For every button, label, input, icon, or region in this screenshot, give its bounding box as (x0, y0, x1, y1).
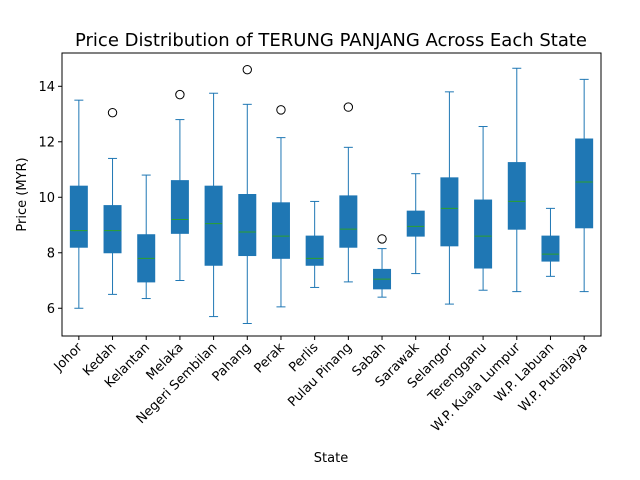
box-iqr (69, 185, 88, 248)
y-tick-label: 14 (38, 80, 55, 95)
box-group-5 (238, 64, 257, 325)
y-tick-label: 12 (38, 135, 55, 150)
plot-area (69, 64, 594, 325)
box-group-6 (271, 105, 290, 308)
flier-point (276, 105, 286, 115)
box-iqr (507, 162, 526, 230)
box-group-2 (137, 174, 156, 300)
box-iqr (575, 138, 594, 229)
flier-point (377, 234, 387, 244)
box-iqr (474, 199, 493, 269)
box-iqr (204, 185, 223, 266)
box-group-8 (339, 102, 358, 283)
box-group-3 (170, 89, 189, 282)
box-group-12 (474, 126, 493, 291)
box-group-13 (507, 67, 526, 293)
y-tick-label: 6 (47, 302, 55, 317)
y-axis-label: Price (MYR) (15, 157, 30, 231)
box-group-10 (406, 173, 425, 275)
y-tick-label: 8 (47, 246, 55, 261)
box-group-14 (541, 207, 560, 277)
box-iqr (440, 177, 459, 247)
axes-frame (61, 52, 602, 337)
box-group-0 (69, 99, 88, 309)
box-group-1 (103, 107, 122, 295)
box-group-11 (440, 91, 459, 305)
flier-point (242, 64, 252, 75)
box-group-9 (373, 234, 392, 298)
box-group-4 (204, 92, 223, 318)
x-tick-label: Perak (252, 340, 289, 377)
box-iqr (406, 210, 425, 237)
y-axis: 6 8 10 12 14 (38, 80, 62, 317)
box-iqr (305, 235, 324, 266)
box-iqr (238, 194, 257, 257)
box-iqr (541, 235, 560, 262)
flier-point (175, 89, 185, 100)
flier-point (107, 107, 118, 118)
chart-title: Price Distribution of TERUNG PANJANG Acr… (75, 30, 587, 51)
box-iqr (339, 195, 358, 248)
box-iqr (103, 205, 122, 254)
x-axis-label: State (314, 451, 348, 466)
box-iqr (170, 180, 189, 234)
box-iqr (271, 202, 290, 259)
y-tick-label: 10 (38, 191, 55, 206)
box-group-7 (305, 200, 324, 288)
flier-point (343, 102, 354, 112)
box-group-15 (575, 78, 594, 293)
